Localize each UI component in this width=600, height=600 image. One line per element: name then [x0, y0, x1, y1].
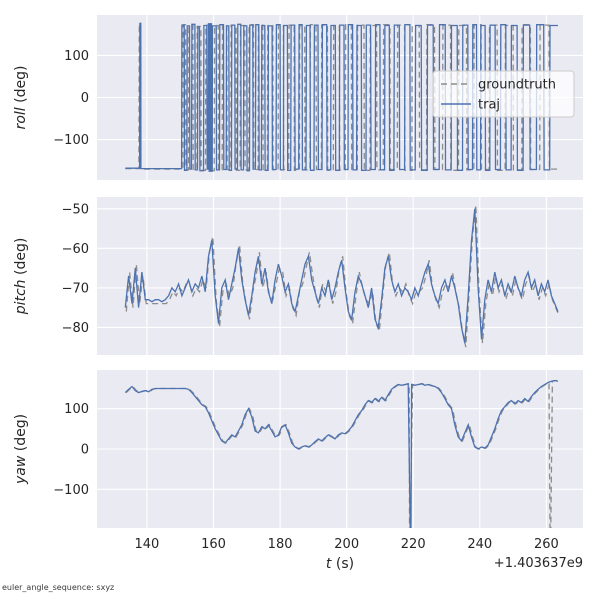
x-tick-label: 180 — [268, 537, 293, 552]
series-pitch-traj — [124, 208, 559, 344]
y-tick-label: 100 — [64, 402, 89, 417]
x-tick-label: 240 — [467, 537, 492, 552]
y-tick-label: 0 — [81, 91, 89, 106]
series-yaw-groundtruth — [125, 379, 560, 528]
legend: groundtruth traj — [432, 70, 575, 118]
ylabel-yaw: yaw (deg) — [13, 414, 29, 485]
series-roll-groundtruth — [125, 22, 558, 172]
x-axis-offset-text: +1.403637e9 — [494, 556, 583, 571]
y-tick-label: −100 — [53, 133, 89, 148]
ylabel-pitch: pitch (deg) — [13, 238, 29, 316]
y-tick-label: −50 — [62, 202, 89, 217]
legend-label-groundtruth: groundtruth — [478, 78, 556, 93]
plot-bg-pitch — [97, 197, 583, 355]
y-tick-label: 100 — [64, 49, 89, 64]
series-yaw-traj — [124, 379, 559, 528]
y-tick-label: −60 — [62, 242, 89, 257]
y-tick-label: −100 — [53, 483, 89, 498]
series-roll-traj — [125, 22, 558, 172]
y-tick-label: 0 — [81, 443, 89, 458]
y-tick-label: −70 — [62, 281, 89, 296]
y-tick-label: −80 — [62, 321, 89, 336]
x-tick-label: 140 — [134, 537, 159, 552]
series-pitch-groundtruth — [125, 204, 560, 348]
x-tick-label: 260 — [534, 537, 559, 552]
euler-angle-sequence-note: euler_angle_sequence: sxyz — [2, 583, 115, 592]
x-tick-label: 160 — [201, 537, 226, 552]
x-tick-label: 200 — [334, 537, 359, 552]
legend-box — [432, 70, 575, 118]
ylabel-roll: roll (deg) — [13, 66, 29, 130]
legend-label-traj: traj — [478, 98, 500, 113]
xlabel: t (s) — [326, 556, 354, 572]
x-tick-label: 220 — [401, 537, 426, 552]
